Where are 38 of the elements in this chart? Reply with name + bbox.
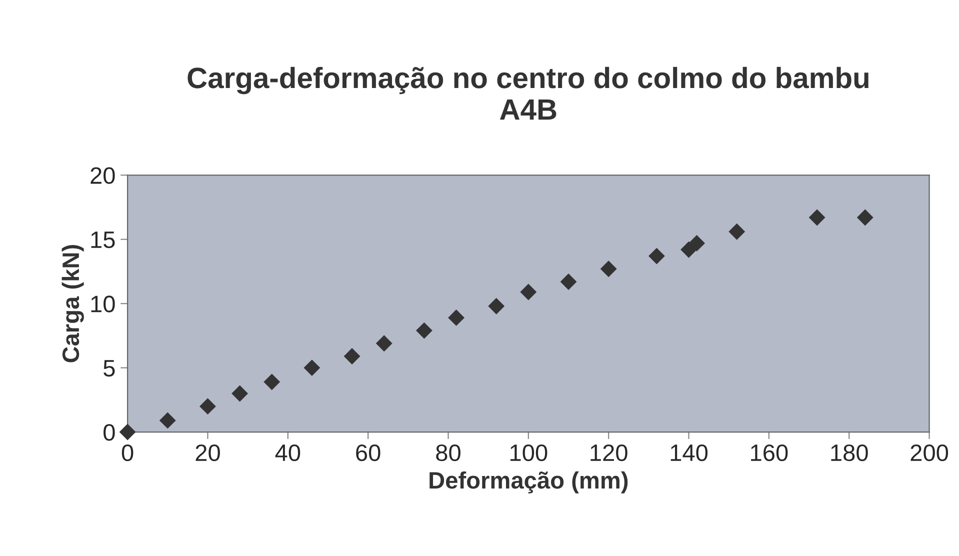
point <box>344 348 360 364</box>
point <box>856 209 874 226</box>
x-tick-label: 160 <box>751 444 788 462</box>
chart-title: Carga-deformação no centro do colmo do bambu A4B <box>188 66 868 120</box>
point <box>728 223 746 240</box>
y-tick-label: 0 <box>104 424 115 441</box>
point <box>264 374 280 390</box>
point <box>488 298 505 314</box>
point <box>688 234 705 252</box>
x-tick-label: 60 <box>356 444 380 462</box>
point <box>119 424 136 440</box>
y-tick-label: 20 <box>90 167 115 184</box>
x-axis-title: Deformação (mm) <box>430 471 628 494</box>
x-tick-label: 200 <box>910 444 948 462</box>
x-tick-label: 20 <box>196 444 220 462</box>
x-tick-label: 80 <box>436 444 460 462</box>
point <box>560 274 577 290</box>
x-tick-label: 140 <box>670 444 708 462</box>
point <box>200 398 216 415</box>
point <box>520 284 537 300</box>
y-axis-title: Carga (kN) <box>62 245 84 362</box>
y-tick-label: 10 <box>91 296 115 312</box>
y-tick-label: 15 <box>91 232 115 248</box>
point <box>808 209 826 226</box>
point <box>304 360 320 376</box>
point <box>159 412 176 429</box>
x-tick-label: 180 <box>831 444 868 462</box>
point <box>448 309 464 326</box>
x-tick-label: 100 <box>510 444 548 462</box>
x-tick-label: 0 <box>122 444 134 462</box>
point <box>232 385 248 402</box>
point <box>648 248 665 264</box>
x-tick-label: 120 <box>590 444 628 462</box>
x-tick-label: 40 <box>275 444 300 462</box>
point <box>600 260 617 278</box>
y-tick-label: 5 <box>104 360 115 377</box>
point <box>376 335 392 352</box>
point <box>416 322 432 339</box>
